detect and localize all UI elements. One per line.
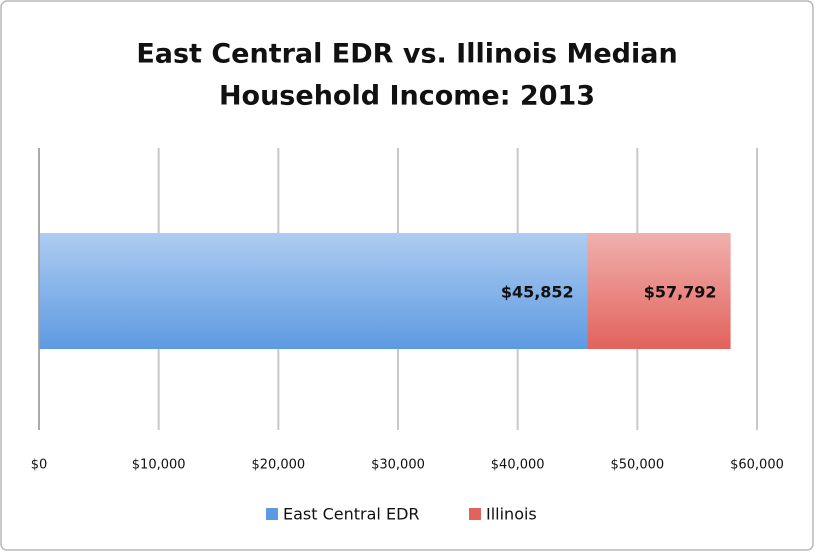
x-tick-label: $30,000	[371, 458, 425, 473]
x-tick-label: $60,000	[730, 458, 784, 473]
bar-sheen	[39, 233, 588, 349]
legend-label: Illinois	[486, 505, 537, 524]
data-label: $57,792	[644, 283, 717, 302]
x-tick-label: $50,000	[610, 458, 664, 473]
legend-swatch	[266, 508, 278, 520]
legend-label: East Central EDR	[283, 505, 420, 524]
chart-title: East Central EDR vs. Illinois Median	[136, 39, 677, 70]
x-tick-label: $20,000	[251, 458, 305, 473]
x-tick-label: $10,000	[132, 458, 186, 473]
data-label: $45,852	[501, 283, 574, 302]
x-tick-label: $40,000	[491, 458, 545, 473]
x-tick-label: $0	[31, 458, 48, 473]
legend-swatch	[469, 508, 481, 520]
chart-title: Household Income: 2013	[219, 81, 595, 112]
